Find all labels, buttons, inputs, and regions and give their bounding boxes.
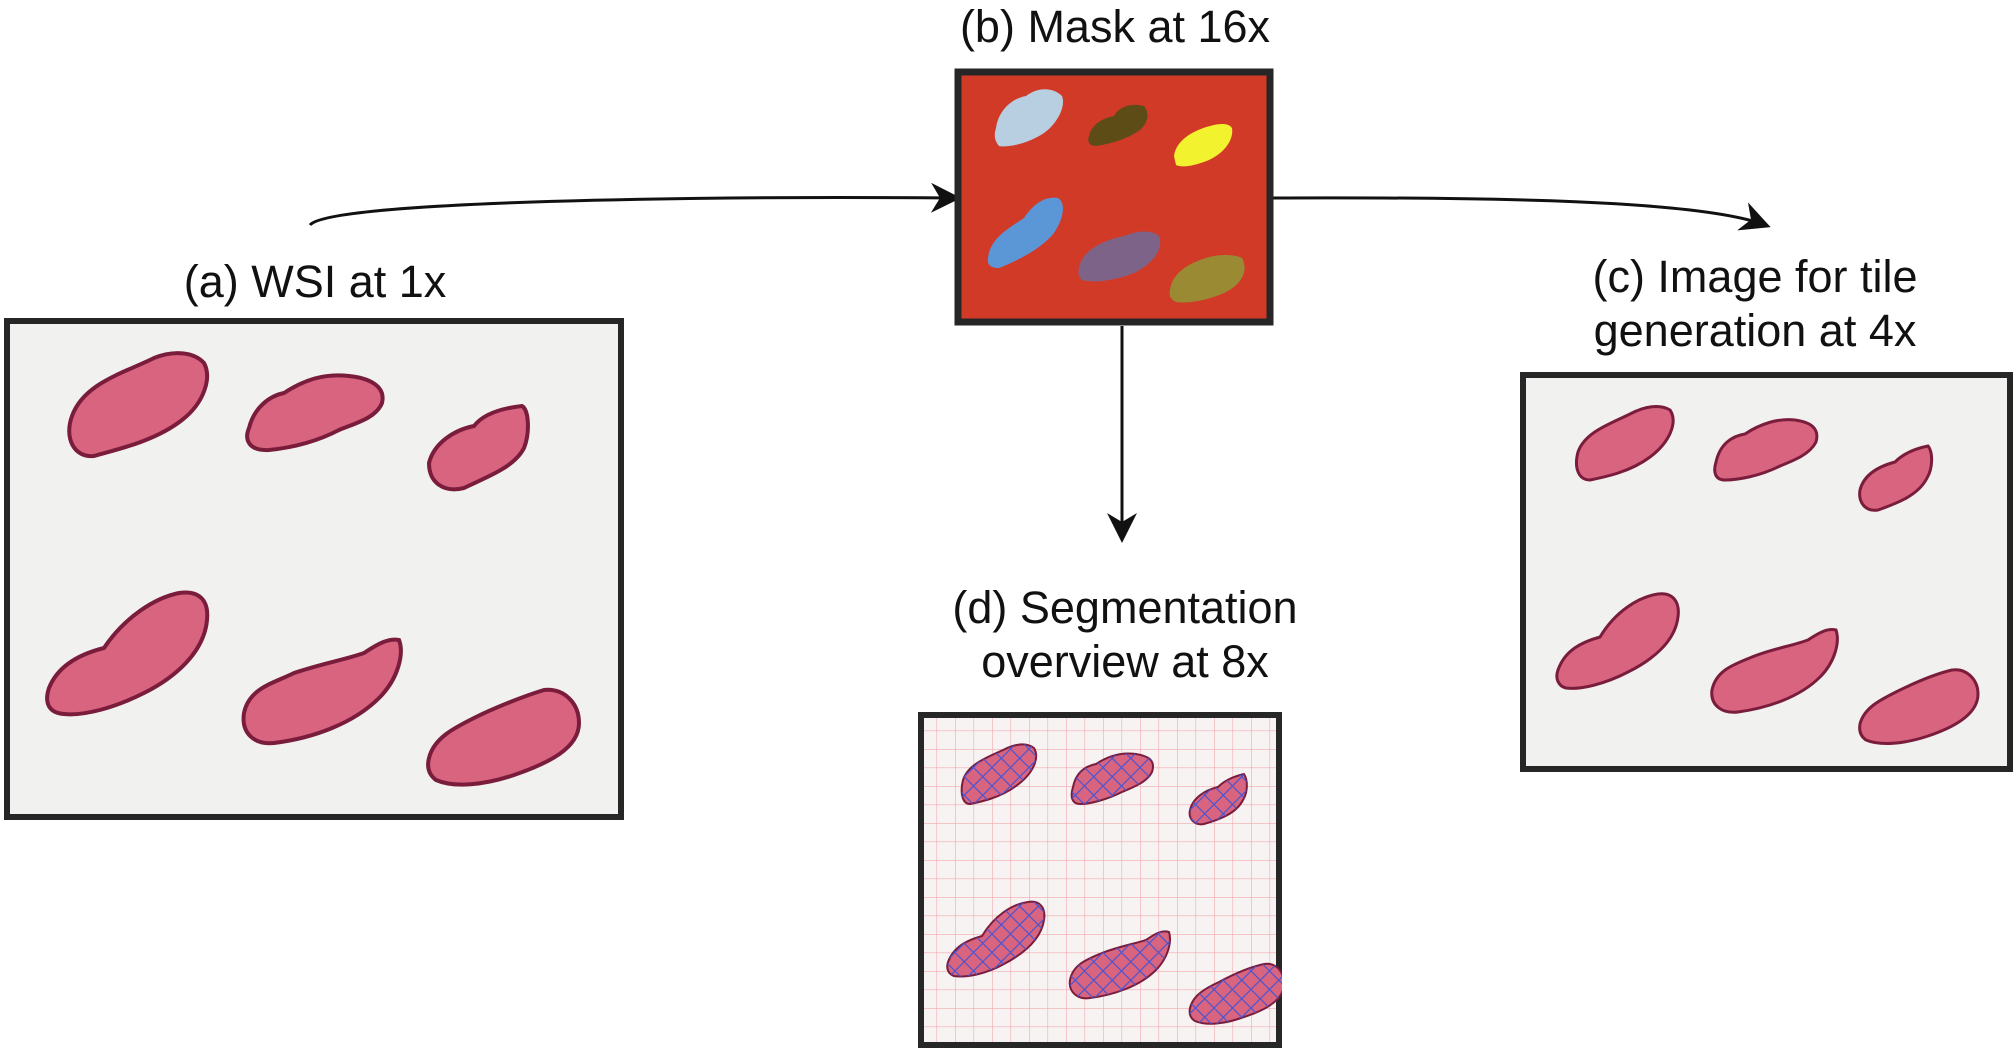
tissue-section (45, 590, 210, 717)
tissue-section (245, 373, 385, 453)
caption-a: (a) WSI at 1x (183, 256, 447, 307)
caption-c-line2: generation at 4x (1593, 305, 1917, 356)
mask-panel (954, 68, 1274, 326)
tissue-section (1713, 418, 1819, 482)
tile-image-panel (1520, 372, 2013, 772)
tissue-sections (1555, 405, 1980, 745)
tissue-section (426, 687, 582, 787)
caption-b: (b) Mask at 16x (959, 1, 1271, 52)
mask-region (987, 197, 1063, 268)
tissue-section (1858, 444, 1934, 512)
wsi-panel (4, 318, 624, 820)
mask-region (1078, 231, 1161, 282)
mask-region (994, 89, 1064, 147)
arrow-a-to-b (308, 182, 961, 227)
tissue-section (426, 403, 530, 492)
tissue-section (1575, 405, 1675, 482)
tissue-sections (45, 351, 582, 787)
caption-d-line2: overview at 8x (981, 636, 1269, 687)
tissue-section (1710, 628, 1839, 714)
caption-d-line1: (d) Segmentation (952, 582, 1298, 633)
caption-c: (c) Image for tile generation at 4x (1530, 250, 1980, 358)
mask-region (1169, 255, 1245, 303)
arrow-b-to-c (1267, 196, 1771, 231)
tissue-section (1555, 592, 1680, 690)
tissue-section (67, 351, 209, 459)
caption-d: (d) Segmentation overview at 8x (905, 581, 1345, 689)
selected-tile-marks (947, 744, 1282, 1024)
mask-region (1174, 123, 1233, 167)
mask-region (1088, 104, 1148, 146)
tissue-section (241, 637, 403, 746)
segmentation-panel (918, 712, 1282, 1048)
tissue-section (1858, 668, 1980, 745)
caption-c-line1: (c) Image for tile (1592, 251, 1918, 302)
